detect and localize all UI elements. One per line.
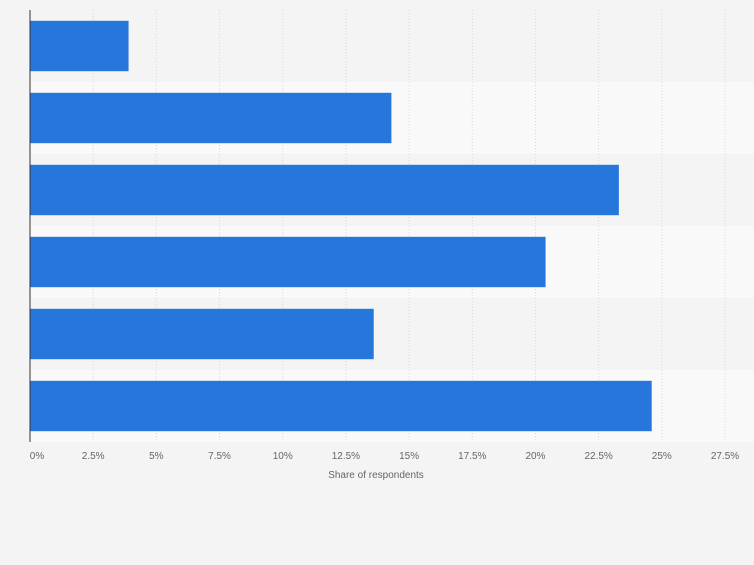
bars xyxy=(30,20,652,432)
bar xyxy=(30,308,374,360)
x-axis-label: Share of respondents xyxy=(328,470,424,481)
bar xyxy=(30,236,546,288)
bar xyxy=(30,164,619,216)
row-band xyxy=(30,10,754,82)
x-tick-label: 17.5% xyxy=(458,451,486,462)
bar xyxy=(30,380,652,432)
x-tick-labels: 0% 2.5% 5% 7.5% 10% 12.5% 15% 17.5% 20% 22.5% 25% 2… xyxy=(30,451,740,462)
bar xyxy=(30,20,129,72)
bar xyxy=(30,92,392,144)
x-tick-label: 15% xyxy=(399,451,419,462)
x-tick-label: 2.5% xyxy=(82,451,105,462)
x-tick-label: 20% xyxy=(525,451,545,462)
x-tick-label: 12.5% xyxy=(332,451,360,462)
row-bands xyxy=(30,10,754,442)
x-tick-label: 25% xyxy=(652,451,672,462)
x-tick-label: 22.5% xyxy=(584,451,612,462)
x-tick-label: 10% xyxy=(273,451,293,462)
x-tick-label: 5% xyxy=(149,451,164,462)
x-tick-label: 27.5% xyxy=(711,451,739,462)
x-tick-label: 0% xyxy=(30,451,45,462)
x-tick-label: 7.5% xyxy=(208,451,231,462)
gridlines xyxy=(92,10,726,442)
